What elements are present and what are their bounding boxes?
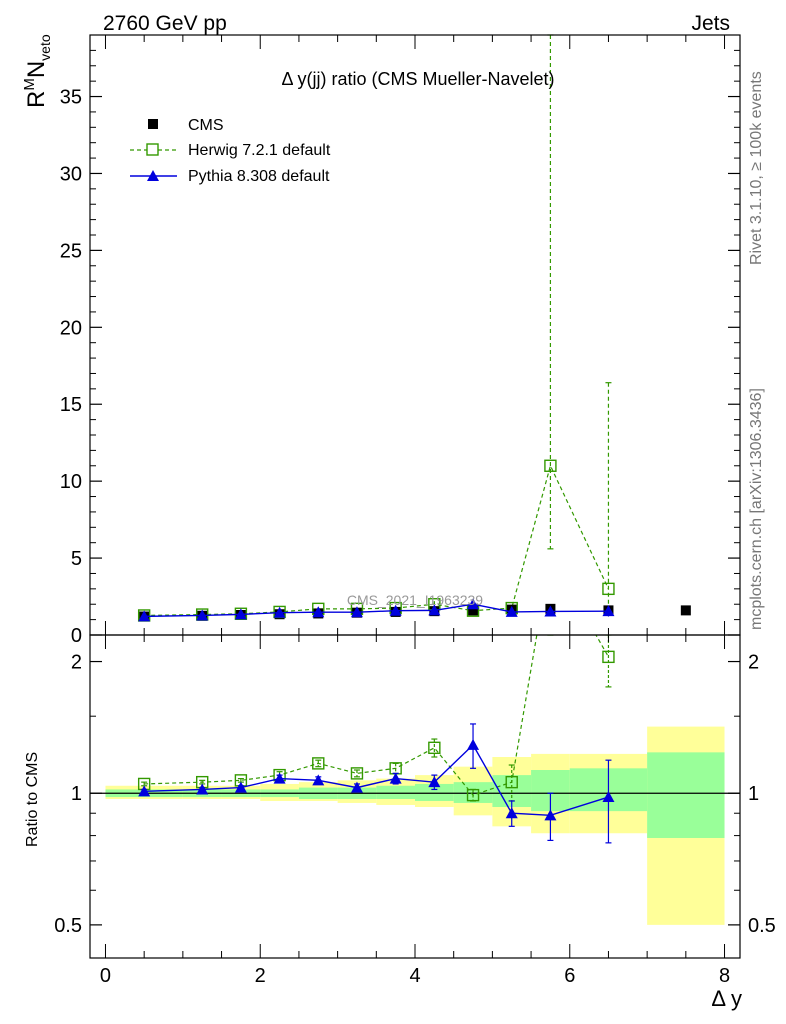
pythia-ratio-point (138, 785, 151, 797)
pythia-ratio-point (234, 781, 247, 793)
main-ytick-label: 20 (60, 317, 82, 339)
pythia-point (312, 606, 325, 618)
main-panel: 0 5 10 15 20 25 30 35 CMS_2021_I1963239 Δ y(jj)… (21, 34, 741, 647)
main-title: Δ y(jj) ratio (CMS Mueller-Navelet) (281, 69, 554, 89)
header-right: Jets (691, 12, 730, 35)
herwig-ratio-point (602, 650, 615, 664)
pythia-point (389, 604, 402, 616)
cms-point (468, 605, 479, 616)
main-ytick-label: 35 (60, 87, 82, 109)
main-y-ticks: 0 5 10 15 20 25 30 35 (60, 34, 740, 647)
ratio-x-ticks: 0 2 4 6 8 (100, 35, 730, 987)
herwig-ratio-point (428, 741, 441, 755)
ratio-clipped-group (137, 635, 615, 844)
pythia-point (196, 609, 209, 621)
pythia-ratio-point (467, 738, 480, 750)
main-ytick-label: 0 (71, 625, 82, 647)
main-ytick-label: 25 (60, 240, 82, 262)
pythia-ratio-point (350, 781, 363, 793)
pythia-point (428, 604, 441, 616)
header-left: 2760 GeV pp (103, 12, 227, 35)
pythia-point (544, 605, 557, 617)
pythia-point (505, 605, 518, 617)
herwig-ratio-point (312, 757, 325, 770)
pythia-point (467, 598, 480, 610)
ratio-xtick-label: 0 (100, 965, 111, 987)
pythia-ratio-point (312, 774, 325, 786)
pythia-ratio-point (196, 783, 209, 795)
main-ytick-label: 15 (60, 394, 82, 416)
ratio-xtick-label: 6 (564, 965, 575, 987)
herwig-ratio-point (505, 775, 518, 789)
pythia-ratio-point (544, 809, 557, 821)
legend-cms-marker (148, 119, 158, 129)
ratio-marks (137, 635, 615, 844)
ratio-xtick-label: 8 (719, 965, 730, 987)
ratio-band-green (647, 752, 725, 838)
pythia-point (350, 606, 363, 618)
pythia-ratio-point (389, 772, 402, 784)
ratio-ylabel: Ratio to CMS (24, 752, 41, 847)
legend-pythia-marker (147, 170, 159, 181)
pythia-ratio-point (428, 776, 441, 788)
herwig-ratio-point (466, 788, 480, 802)
pythia-ratio-point (505, 807, 518, 819)
legend-cms-label: CMS (188, 117, 224, 134)
legend: CMS Herwig 7.2.1 default Pythia 8.308 de… (130, 117, 331, 185)
ratio-xlabel: Δ y (711, 986, 742, 1011)
pythia-point (273, 606, 286, 618)
herwig-point (602, 582, 615, 596)
pythia-ratio-line (144, 743, 609, 817)
ratio-ytick-label-right: 2 (748, 652, 759, 674)
rivet-label: Rivet 3.1.10, ≥ 100k events (748, 71, 765, 265)
herwig-point (544, 459, 557, 472)
pythia-ratio-point (273, 772, 286, 784)
ratio-xtick-label: 4 (409, 965, 420, 987)
ratio-xtick-label: 2 (255, 965, 266, 987)
ratio-band-green (453, 782, 493, 803)
svg-text:RMNveto: RMNveto (21, 34, 53, 108)
pythia-point (138, 610, 151, 622)
main-ylabel: RMNveto (21, 34, 53, 108)
ratio-band-green (376, 785, 415, 800)
pythia-point (234, 608, 247, 620)
legend-herwig-marker (146, 143, 159, 156)
pythia-ratio-point (602, 791, 615, 803)
ratio-panel: 0.5 0.5 1 1 2 2 0 2 4 6 8 Ratio to CMS Δ y (24, 35, 776, 1011)
watermark: CMS_2021_I1963239 (347, 592, 483, 608)
cms-point (680, 605, 691, 616)
ratio-ytick-label: 0.5 (54, 915, 82, 937)
herwig-ratio-point (350, 767, 364, 780)
legend-herwig-label: Herwig 7.2.1 default (188, 142, 331, 159)
ratio-ytick-label-right: 1 (748, 783, 759, 805)
ratio-ytick-label: 1 (71, 783, 82, 805)
ratio-bands (105, 726, 725, 925)
ratio-band-green (415, 783, 454, 801)
main-ytick-label: 10 (60, 471, 82, 493)
main-marks (137, 34, 691, 622)
pythia-point (602, 605, 615, 617)
pythia-line (144, 603, 609, 618)
ratio-y-ticks: 0.5 0.5 1 1 2 2 (54, 652, 776, 937)
ratio-ytick-label-right: 0.5 (748, 915, 776, 937)
main-ytick-label: 30 (60, 163, 82, 185)
ratio-ytick-label: 2 (71, 652, 82, 674)
mcplots-label: mcplots.cern.ch [arXiv:1306.3436] (748, 388, 765, 630)
legend-pythia-label: Pythia 8.308 default (188, 168, 330, 185)
main-ytick-label: 5 (71, 548, 82, 570)
herwig-line (144, 464, 609, 617)
